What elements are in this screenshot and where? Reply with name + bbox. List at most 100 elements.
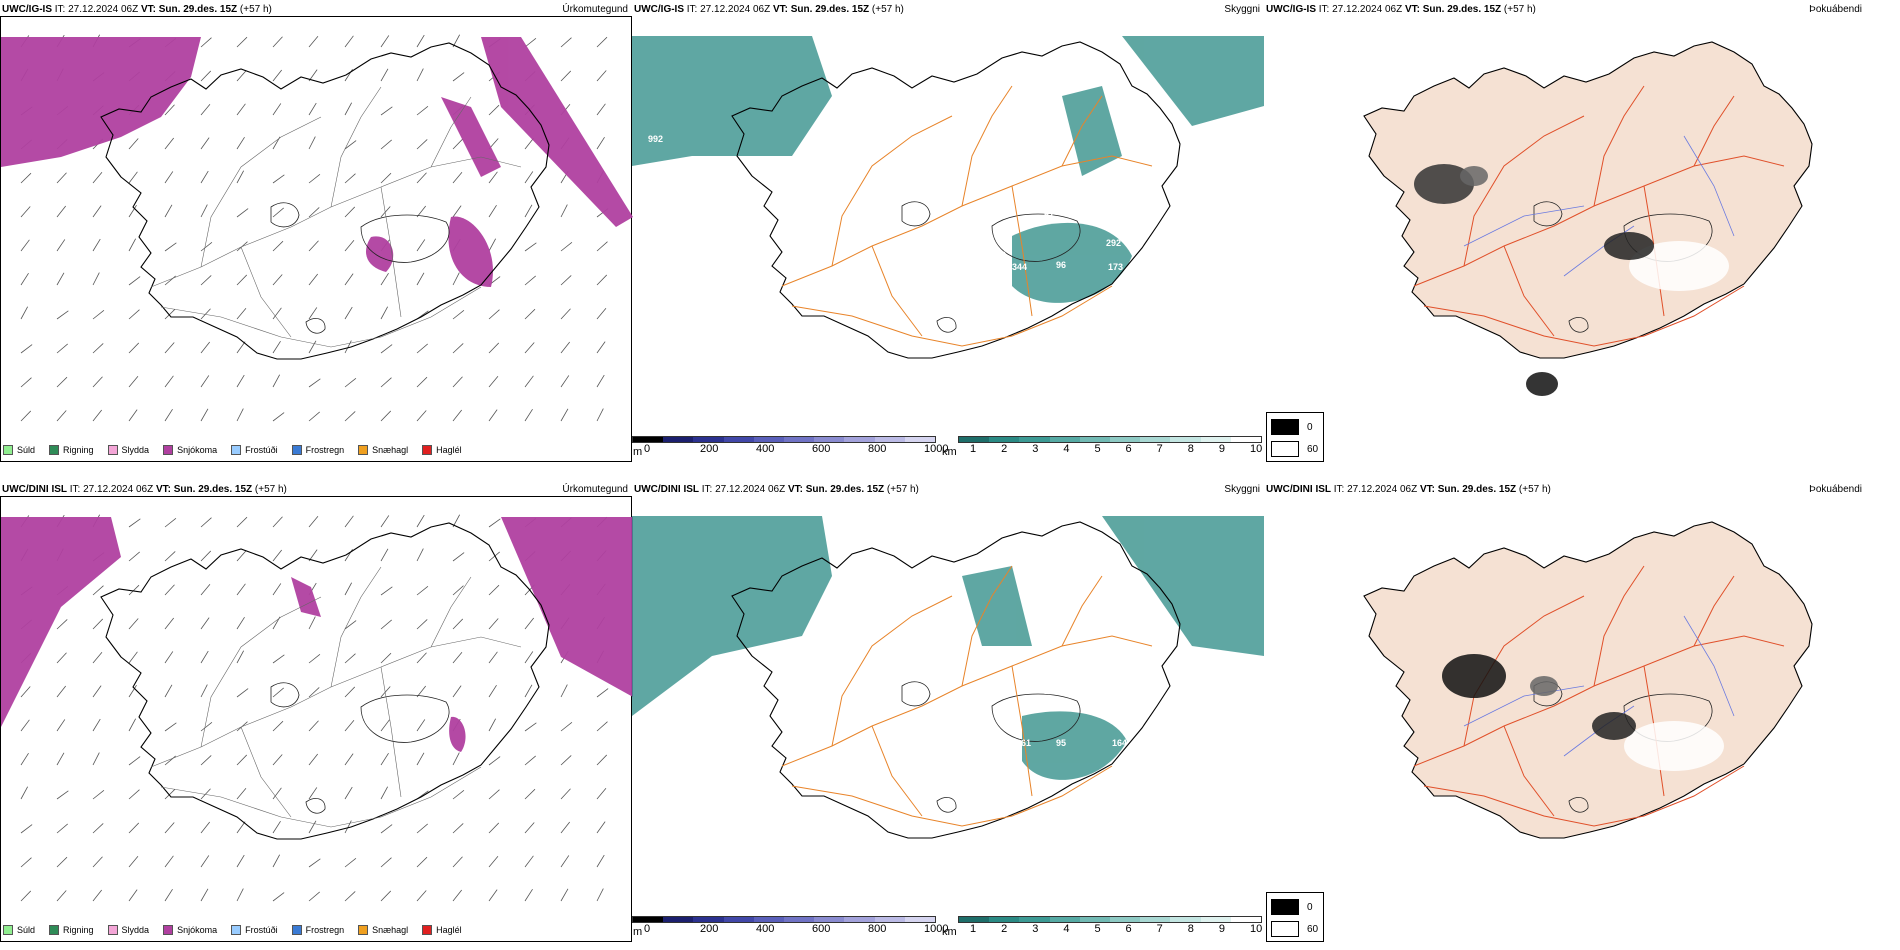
wind-barb xyxy=(92,752,100,766)
wind-barb xyxy=(488,551,500,562)
snow-area xyxy=(481,37,633,227)
wind-barb xyxy=(596,307,607,320)
fog-panel-top: UWC/IG-IS IT: 27.12.2024 06Z VT: Sun. 29… xyxy=(1264,0,1896,462)
snow-area xyxy=(448,216,493,287)
wind-barb xyxy=(416,239,426,252)
wind-barb xyxy=(596,341,606,354)
wind-barb xyxy=(200,684,208,698)
river-line xyxy=(1463,685,1585,727)
wind-barb xyxy=(20,890,32,902)
fog-area xyxy=(1592,712,1636,740)
road-line xyxy=(430,96,472,168)
visibility-area xyxy=(962,566,1032,646)
wind-barb xyxy=(92,685,102,698)
wind-barb xyxy=(128,718,137,732)
wind-barb xyxy=(200,37,212,48)
wind-barb xyxy=(200,170,209,184)
wind-barb xyxy=(596,821,606,834)
wind-barb xyxy=(56,856,68,868)
wind-barb xyxy=(596,374,605,388)
glacier-outline xyxy=(991,213,1081,262)
wind-barb xyxy=(560,788,571,800)
scale-tick: 4 xyxy=(1063,443,1070,455)
wind-barb xyxy=(20,306,29,320)
visibility-map: 992 79 51 89 344 96 292 173 3 xyxy=(632,16,1264,462)
road-line xyxy=(1423,285,1745,347)
wind-barb xyxy=(380,686,391,698)
wind-barb xyxy=(560,684,568,698)
scale-tick: 800 xyxy=(868,923,887,935)
scale-step xyxy=(904,917,936,922)
wind-barb xyxy=(272,754,283,766)
legend-swatch xyxy=(231,925,242,935)
wind-barb xyxy=(560,275,572,286)
wind-barb xyxy=(344,377,357,388)
wind-barb xyxy=(560,375,570,388)
scale-tick: 1000 xyxy=(924,443,949,455)
wind-barb xyxy=(20,206,31,218)
wind-barb xyxy=(416,410,427,422)
wind-barb xyxy=(200,617,210,630)
wind-barb xyxy=(92,789,105,800)
fog-areas xyxy=(1414,164,1729,396)
legend-swatch xyxy=(231,445,242,455)
wind-barb xyxy=(524,308,536,320)
wind-barb xyxy=(596,787,607,800)
road-line xyxy=(1011,665,1033,797)
legend-swatch xyxy=(163,445,174,455)
wind-barb xyxy=(308,820,317,834)
legend-item: Rigning xyxy=(49,921,94,939)
legend-item: Snjókoma xyxy=(163,921,217,939)
road-line xyxy=(200,596,322,748)
cloud-base-label: 344 xyxy=(1012,262,1027,272)
wind-barb xyxy=(56,205,67,218)
precip-map-canvas xyxy=(1,34,633,422)
wind-barb xyxy=(20,410,32,422)
wind-barb xyxy=(452,272,460,286)
wind-barb xyxy=(308,653,321,664)
snow-area xyxy=(366,236,394,272)
wind-barb xyxy=(92,856,103,868)
legend-swatch xyxy=(107,925,118,935)
wind-barb xyxy=(164,822,175,834)
legend-item: Súld xyxy=(3,441,35,459)
fog-legend: 0 60 xyxy=(1266,892,1324,942)
wind-barb xyxy=(488,409,498,422)
road-line xyxy=(791,285,1113,347)
wind-barb xyxy=(596,408,604,422)
wind-barb xyxy=(164,722,177,732)
glacier-outline xyxy=(901,681,931,707)
wind-barb xyxy=(200,341,211,354)
road-line xyxy=(1423,765,1745,827)
wind-barb xyxy=(164,409,173,422)
snow-area xyxy=(1,37,201,167)
wind-barb xyxy=(236,307,247,320)
scale-step xyxy=(723,437,754,442)
cloud-base-label: 652 xyxy=(1056,666,1071,676)
wind-barb xyxy=(560,821,571,834)
wind-barb xyxy=(308,616,316,630)
elevation-scale: 0 200 400 600 800 1000 xyxy=(632,436,948,456)
scale-tick: 7 xyxy=(1156,923,1163,935)
wind-barb xyxy=(308,136,316,150)
river-line xyxy=(1683,615,1735,717)
cloud-base-label: 51 xyxy=(1044,210,1054,220)
wind-barb xyxy=(488,718,497,732)
cloud-base-label: 79 xyxy=(1056,194,1066,204)
wind-barb xyxy=(524,137,535,150)
wind-barb xyxy=(272,720,284,732)
wind-barb xyxy=(236,688,249,698)
wind-barb xyxy=(488,618,499,630)
scale-step xyxy=(1230,437,1262,442)
wind-barb xyxy=(92,651,103,664)
wind-barb xyxy=(380,753,389,766)
wind-barb xyxy=(200,888,209,902)
wind-barb xyxy=(380,719,390,732)
wind-barb xyxy=(92,823,104,834)
wind-barb xyxy=(380,515,390,528)
wind-barb xyxy=(272,787,282,800)
glacier-outline xyxy=(360,214,450,263)
fog-legend: 0 60 xyxy=(1266,412,1324,462)
road-line xyxy=(1463,595,1585,747)
